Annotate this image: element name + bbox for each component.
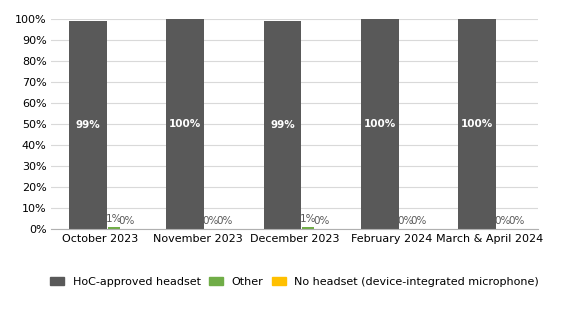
Bar: [264, 21, 301, 229]
Text: 100%: 100%: [169, 119, 201, 129]
Text: 1%: 1%: [300, 214, 317, 224]
Text: 0%: 0%: [216, 216, 232, 226]
Text: 0%: 0%: [118, 216, 135, 226]
Bar: [69, 21, 106, 229]
Bar: [166, 19, 204, 229]
Legend: HoC-approved headset, Other, No headset (device-integrated microphone): HoC-approved headset, Other, No headset …: [46, 272, 544, 291]
Text: 99%: 99%: [270, 120, 295, 130]
Text: 0%: 0%: [313, 216, 330, 226]
Text: 0%: 0%: [508, 216, 524, 226]
Text: 0%: 0%: [411, 216, 427, 226]
Text: 0%: 0%: [495, 216, 511, 226]
Text: 0%: 0%: [203, 216, 219, 226]
Bar: [458, 19, 496, 229]
Bar: [302, 227, 314, 229]
Text: 100%: 100%: [461, 119, 493, 129]
Text: 1%: 1%: [105, 214, 122, 224]
Text: 0%: 0%: [398, 216, 414, 226]
Bar: [361, 19, 399, 229]
Bar: [108, 227, 120, 229]
Text: 99%: 99%: [76, 120, 100, 130]
Text: 100%: 100%: [364, 119, 396, 129]
